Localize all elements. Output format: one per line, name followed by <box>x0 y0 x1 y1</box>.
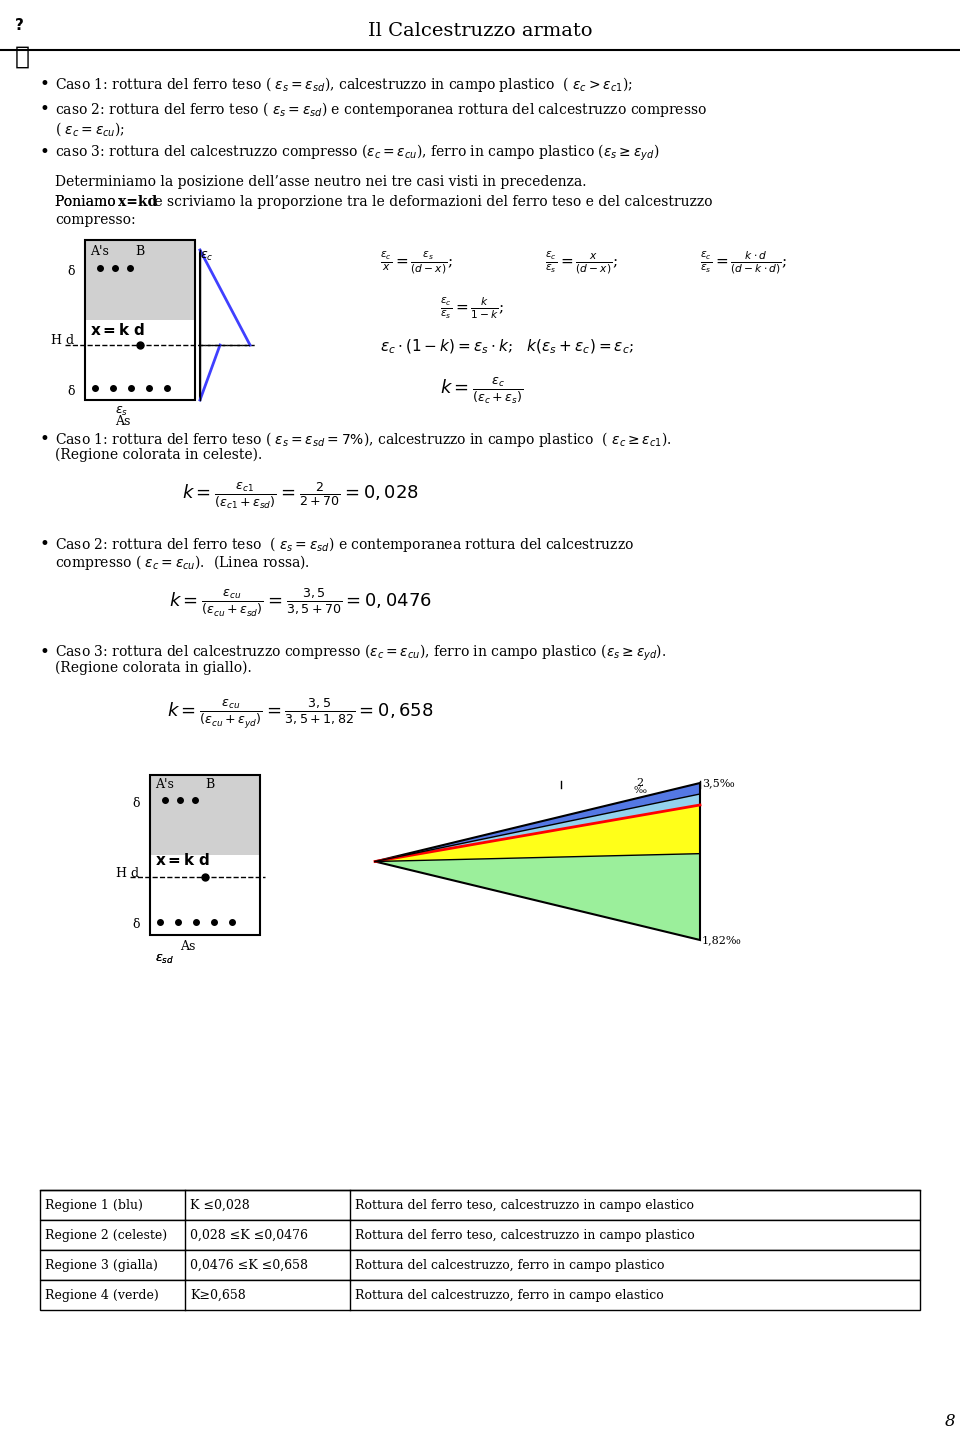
Text: $\mathbf{x = k\ d}$: $\mathbf{x = k\ d}$ <box>90 322 145 338</box>
Text: Rottura del ferro teso, calcestruzzo in campo plastico: Rottura del ferro teso, calcestruzzo in … <box>355 1228 695 1241</box>
Text: $\frac{\varepsilon_c}{\varepsilon_s} = \frac{x}{(d-x)}$;: $\frac{\varepsilon_c}{\varepsilon_s} = \… <box>545 249 618 277</box>
Text: •: • <box>40 642 50 661</box>
Text: compresso:: compresso: <box>55 213 135 228</box>
Text: 8: 8 <box>945 1412 955 1430</box>
Text: Il Calcestruzzo armato: Il Calcestruzzo armato <box>368 22 592 41</box>
Text: •: • <box>40 144 50 161</box>
Text: d: d <box>130 867 138 880</box>
Text: x=kd: x=kd <box>118 194 157 209</box>
Text: $\frac{\varepsilon_c}{\varepsilon_s} = \frac{k}{1-k}$;: $\frac{\varepsilon_c}{\varepsilon_s} = \… <box>440 294 504 320</box>
Text: •: • <box>40 431 50 448</box>
Text: Regione 3 (gialla): Regione 3 (gialla) <box>45 1259 157 1272</box>
Text: Determiniamo la posizione dell’asse neutro nei tre casi visti in precedenza.: Determiniamo la posizione dell’asse neut… <box>55 175 587 188</box>
Text: caso 2: rottura del ferro teso ( $\varepsilon_s = \varepsilon_{sd}$) e contempor: caso 2: rottura del ferro teso ( $\varep… <box>55 100 707 119</box>
Text: A's: A's <box>90 245 108 258</box>
Text: $k = \frac{\varepsilon_c}{(\varepsilon_c + \varepsilon_s)}$: $k = \frac{\varepsilon_c}{(\varepsilon_c… <box>440 376 523 406</box>
Text: 1,82‰: 1,82‰ <box>702 935 742 945</box>
Bar <box>150 774 260 935</box>
Text: B: B <box>135 245 144 258</box>
Bar <box>40 1219 920 1250</box>
Text: $\mathbf{x = k\ d}$: $\mathbf{x = k\ d}$ <box>155 853 210 869</box>
Text: Caso 1: rottura del ferro teso ( $\varepsilon_s = \varepsilon_{sd} = 7\%$), calc: Caso 1: rottura del ferro teso ( $\varep… <box>55 431 672 450</box>
Text: B: B <box>205 779 214 792</box>
Text: e scriviamo la proporzione tra le deformazioni del ferro teso e del calcestruzzo: e scriviamo la proporzione tra le deform… <box>150 194 712 209</box>
Text: A's: A's <box>155 779 174 792</box>
Text: 🏛: 🏛 <box>15 45 30 70</box>
Text: δ: δ <box>67 386 75 397</box>
Text: Poniamo: Poniamo <box>55 194 120 209</box>
Text: Caso 3: rottura del calcestruzzo compresso ($\varepsilon_c = \varepsilon_{cu}$),: Caso 3: rottura del calcestruzzo compres… <box>55 642 666 663</box>
Text: compresso ( $\varepsilon_c = \varepsilon_{cu}$).  (Linea rossa).: compresso ( $\varepsilon_c = \varepsilon… <box>55 552 310 571</box>
Text: $\varepsilon_{sd}$: $\varepsilon_{sd}$ <box>155 953 174 966</box>
Text: •: • <box>40 535 50 552</box>
Polygon shape <box>375 783 700 861</box>
Text: δ: δ <box>132 798 139 811</box>
Text: Regione 1 (blu): Regione 1 (blu) <box>45 1199 143 1212</box>
Bar <box>40 1190 920 1219</box>
Polygon shape <box>375 805 700 861</box>
Text: Rottura del ferro teso, calcestruzzo in campo elastico: Rottura del ferro teso, calcestruzzo in … <box>355 1199 694 1212</box>
Text: Caso 2: rottura del ferro teso  ( $\varepsilon_s = \varepsilon_{sd}$) e contempo: Caso 2: rottura del ferro teso ( $\varep… <box>55 535 635 554</box>
Text: δ: δ <box>132 918 139 931</box>
Text: $\varepsilon_s$: $\varepsilon_s$ <box>115 405 128 418</box>
Text: $\frac{\varepsilon_c}{\varepsilon_s} = \frac{k\cdot d}{(d-k\cdot d)}$;: $\frac{\varepsilon_c}{\varepsilon_s} = \… <box>700 249 787 277</box>
Text: $k = \frac{\varepsilon_{c1}}{(\varepsilon_{c1} + \varepsilon_{sd})} = \frac{2}{2: $k = \frac{\varepsilon_{c1}}{(\varepsilo… <box>181 480 419 510</box>
Text: Regione 4 (verde): Regione 4 (verde) <box>45 1289 158 1302</box>
Text: $k = \frac{\varepsilon_{cu}}{(\varepsilon_{cu} + \varepsilon_{yd})} = \frac{3,5}: $k = \frac{\varepsilon_{cu}}{(\varepsilo… <box>167 697 433 731</box>
Bar <box>40 1280 920 1309</box>
Text: As: As <box>180 940 196 953</box>
Text: (Regione colorata in celeste).: (Regione colorata in celeste). <box>55 448 262 463</box>
Text: Regione 2 (celeste): Regione 2 (celeste) <box>45 1228 167 1241</box>
Bar <box>85 241 195 400</box>
Text: Rottura del calcestruzzo, ferro in campo plastico: Rottura del calcestruzzo, ferro in campo… <box>355 1259 664 1272</box>
Text: $\varepsilon_c \cdot (1-k) = \varepsilon_s \cdot k$;   $k(\varepsilon_s + \varep: $\varepsilon_c \cdot (1-k) = \varepsilon… <box>380 338 634 357</box>
Text: H: H <box>50 334 61 347</box>
Text: $k = \frac{\varepsilon_{cu}}{(\varepsilon_{cu} + \varepsilon_{sd})} = \frac{3,5}: $k = \frac{\varepsilon_{cu}}{(\varepsilo… <box>169 587 431 619</box>
Text: Rottura del calcestruzzo, ferro in campo elastico: Rottura del calcestruzzo, ferro in campo… <box>355 1289 663 1302</box>
Text: Poniamo: Poniamo <box>55 194 120 209</box>
Text: •: • <box>40 75 50 93</box>
Text: 0,028 ≤K ≤0,0476: 0,028 ≤K ≤0,0476 <box>190 1228 308 1241</box>
Text: 0,0476 ≤K ≤0,658: 0,0476 ≤K ≤0,658 <box>190 1259 308 1272</box>
Text: K≥0,658: K≥0,658 <box>190 1289 246 1302</box>
Text: ( $\varepsilon_c = \varepsilon_{cu}$);: ( $\varepsilon_c = \varepsilon_{cu}$); <box>55 120 125 138</box>
Text: caso 3: rottura del calcestruzzo compresso ($\varepsilon_c = \varepsilon_{cu}$),: caso 3: rottura del calcestruzzo compres… <box>55 144 660 164</box>
Text: δ: δ <box>67 265 75 278</box>
Text: (Regione colorata in giallo).: (Regione colorata in giallo). <box>55 661 252 676</box>
Bar <box>85 241 195 320</box>
Text: ‰: ‰ <box>634 786 646 795</box>
Text: •: • <box>40 100 50 117</box>
Text: d: d <box>65 334 73 347</box>
Bar <box>150 774 260 856</box>
Bar <box>40 1250 920 1280</box>
Text: $\varepsilon_c$: $\varepsilon_c$ <box>200 249 213 262</box>
Text: ?: ? <box>15 17 24 33</box>
Text: 2: 2 <box>636 779 643 787</box>
Text: 3,5‰: 3,5‰ <box>702 779 734 787</box>
Text: $\varepsilon_{sd}$: $\varepsilon_{sd}$ <box>155 953 174 966</box>
Text: As: As <box>115 415 131 428</box>
Polygon shape <box>375 854 700 940</box>
Polygon shape <box>375 795 700 861</box>
Text: Caso 1: rottura del ferro teso ( $\varepsilon_s = \varepsilon_{sd}$), calcestruz: Caso 1: rottura del ferro teso ( $\varep… <box>55 75 633 94</box>
Text: $\frac{\varepsilon_c}{x} = \frac{\varepsilon_s}{(d-x)}$;: $\frac{\varepsilon_c}{x} = \frac{\vareps… <box>380 249 453 277</box>
Text: K ≤0,028: K ≤0,028 <box>190 1199 250 1212</box>
Text: H: H <box>115 867 126 880</box>
